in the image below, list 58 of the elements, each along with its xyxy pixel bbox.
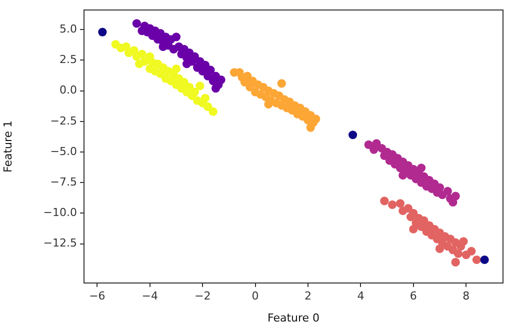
point bbox=[417, 164, 426, 172]
point bbox=[277, 79, 286, 88]
point bbox=[443, 186, 452, 196]
point bbox=[196, 82, 204, 90]
point bbox=[435, 183, 444, 192]
x-tick-label: 0 bbox=[252, 289, 259, 302]
point bbox=[204, 102, 212, 112]
point bbox=[132, 19, 142, 28]
point bbox=[370, 145, 378, 154]
y-tick-label: 0.0 bbox=[60, 84, 77, 97]
point bbox=[135, 60, 144, 68]
point bbox=[208, 107, 218, 116]
x-tick-label: 8 bbox=[462, 289, 470, 302]
point bbox=[467, 246, 476, 256]
x-tick-label: −6 bbox=[89, 289, 106, 302]
y-tick-label: 2.5 bbox=[60, 53, 77, 66]
x-tick-label: 4 bbox=[357, 289, 364, 302]
y-tick-label: −10.0 bbox=[43, 206, 77, 220]
point bbox=[172, 32, 181, 42]
point bbox=[396, 199, 405, 208]
point bbox=[216, 75, 226, 84]
point bbox=[454, 249, 462, 258]
point bbox=[172, 64, 181, 74]
point bbox=[472, 255, 481, 264]
point bbox=[243, 72, 252, 80]
point bbox=[200, 94, 210, 102]
point bbox=[306, 123, 315, 132]
point bbox=[138, 50, 146, 58]
x-tick-label: −2 bbox=[194, 289, 211, 302]
point bbox=[190, 88, 199, 96]
y-tick-label: −5.0 bbox=[50, 144, 77, 158]
y-tick-label: −7.5 bbox=[50, 175, 77, 188]
point bbox=[451, 258, 460, 266]
point bbox=[388, 200, 397, 209]
point bbox=[206, 66, 215, 74]
point bbox=[182, 60, 192, 68]
x-tick-label: 2 bbox=[304, 289, 312, 302]
y-tick-label: −12.5 bbox=[43, 236, 77, 250]
point bbox=[190, 52, 199, 61]
point bbox=[348, 130, 358, 140]
point bbox=[420, 216, 428, 225]
point bbox=[459, 237, 468, 246]
x-tick-label: −4 bbox=[142, 289, 158, 302]
point bbox=[185, 82, 194, 92]
point bbox=[98, 28, 107, 36]
y-axis-title: Feature 1 bbox=[1, 120, 14, 173]
point bbox=[480, 255, 489, 264]
point bbox=[404, 204, 412, 213]
point bbox=[211, 84, 220, 93]
y-tick-label: −2.5 bbox=[50, 114, 77, 128]
point bbox=[409, 224, 418, 234]
point bbox=[180, 78, 188, 87]
point bbox=[380, 196, 389, 206]
point bbox=[200, 60, 210, 70]
point bbox=[435, 244, 444, 254]
x-tick-label: 6 bbox=[410, 289, 417, 302]
y-tick-label: 5.0 bbox=[60, 22, 77, 36]
x-axis-title: Feature 0 bbox=[267, 311, 320, 324]
